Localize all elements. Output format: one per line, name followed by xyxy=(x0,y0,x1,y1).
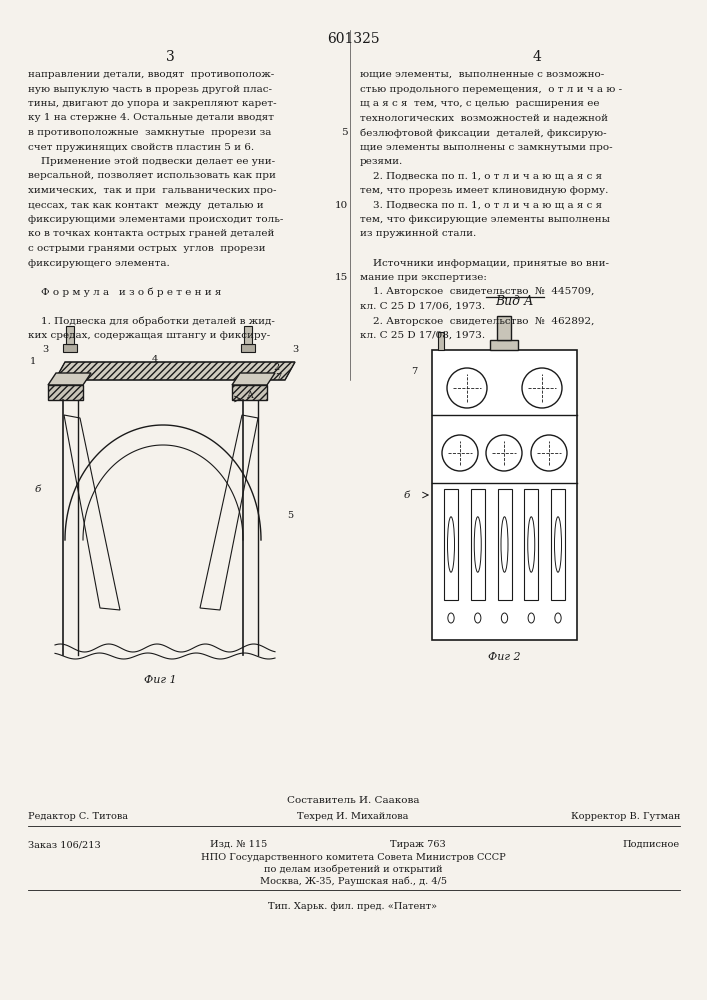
Text: мание при экспертизе:: мание при экспертизе: xyxy=(360,273,487,282)
Text: тем, что фиксирующие элементы выполнены: тем, что фиксирующие элементы выполнены xyxy=(360,215,610,224)
Bar xyxy=(244,326,252,344)
Text: Тираж 763: Тираж 763 xyxy=(390,840,445,849)
Text: Подписное: Подписное xyxy=(623,840,680,849)
Text: 2: 2 xyxy=(273,362,279,371)
Bar xyxy=(471,489,485,600)
Text: Вид А: Вид А xyxy=(495,295,533,308)
Text: 1. Подвеска для обработки деталей в жид-: 1. Подвеска для обработки деталей в жид- xyxy=(28,316,275,326)
Text: Составитель И. Саакова: Составитель И. Саакова xyxy=(287,796,419,805)
Polygon shape xyxy=(48,385,83,400)
Text: Фиг 1: Фиг 1 xyxy=(144,675,176,685)
Polygon shape xyxy=(48,373,91,385)
Text: 1. Авторское  свидетельство  №  445709,: 1. Авторское свидетельство № 445709, xyxy=(360,288,595,296)
Text: Техред И. Михайлова: Техред И. Михайлова xyxy=(298,812,409,821)
Text: б: б xyxy=(35,486,41,494)
Text: кл. С 25 D 17/06, 1973.: кл. С 25 D 17/06, 1973. xyxy=(360,302,485,311)
Text: тем, что прорезь имеет клиновидную форму.: тем, что прорезь имеет клиновидную форму… xyxy=(360,186,609,195)
Text: б: б xyxy=(404,490,410,499)
Text: НПО Государственного комитета Совета Министров СССР: НПО Государственного комитета Совета Мин… xyxy=(201,853,506,862)
Polygon shape xyxy=(55,362,295,380)
Text: 1: 1 xyxy=(30,358,36,366)
Text: 3: 3 xyxy=(292,346,298,355)
Text: 3: 3 xyxy=(165,50,175,64)
Text: щие элементы выполнены с замкнутыми про-: щие элементы выполнены с замкнутыми про- xyxy=(360,142,613,151)
Text: Фиг 2: Фиг 2 xyxy=(488,652,520,662)
Text: фиксирующего элемента.: фиксирующего элемента. xyxy=(28,258,170,267)
Text: счет пружинящих свойств пластин 5 и 6.: счет пружинящих свойств пластин 5 и 6. xyxy=(28,142,254,151)
Text: резями.: резями. xyxy=(360,157,403,166)
Text: 4: 4 xyxy=(532,50,542,64)
Polygon shape xyxy=(232,385,267,400)
Text: версальной, позволяет использовать как при: версальной, позволяет использовать как п… xyxy=(28,172,276,180)
Text: Применение этой подвески делает ее уни-: Применение этой подвески делает ее уни- xyxy=(28,157,275,166)
Text: из пружинной стали.: из пружинной стали. xyxy=(360,230,477,238)
Bar xyxy=(63,344,77,352)
Text: с острыми гранями острых  углов  прорези: с острыми гранями острых углов прорези xyxy=(28,244,266,253)
Text: 7: 7 xyxy=(411,367,417,376)
Text: кл. С 25 D 17/08, 1973.: кл. С 25 D 17/08, 1973. xyxy=(360,331,485,340)
Bar xyxy=(444,489,458,600)
Text: технологических  возможностей и надежной: технологических возможностей и надежной xyxy=(360,113,608,122)
Bar xyxy=(438,332,444,350)
Text: ку 1 на стержне 4. Остальные детали вводят: ку 1 на стержне 4. Остальные детали ввод… xyxy=(28,113,274,122)
Text: безлюфтовой фиксации  деталей, фиксирую-: безлюфтовой фиксации деталей, фиксирую- xyxy=(360,128,607,137)
Text: 4: 4 xyxy=(152,356,158,364)
Text: 5: 5 xyxy=(287,510,293,520)
Text: тины, двигают до упора и закрепляют карет-: тины, двигают до упора и закрепляют каре… xyxy=(28,99,276,108)
Text: Москва, Ж-35, Раушская наб., д. 4/5: Москва, Ж-35, Раушская наб., д. 4/5 xyxy=(259,877,447,886)
Bar xyxy=(432,350,577,640)
Text: в противоположные  замкнутые  прорези за: в противоположные замкнутые прорези за xyxy=(28,128,271,137)
Text: Заказ 106/213: Заказ 106/213 xyxy=(28,840,101,849)
Bar xyxy=(66,326,74,344)
Text: Источники информации, принятые во вни-: Источники информации, принятые во вни- xyxy=(360,258,609,267)
Text: Тип. Харьк. фил. пред. «Патент»: Тип. Харьк. фил. пред. «Патент» xyxy=(269,902,438,911)
Text: фиксирующими элементами происходит толь-: фиксирующими элементами происходит толь- xyxy=(28,215,284,224)
Bar xyxy=(241,344,255,352)
Text: 601325: 601325 xyxy=(327,32,380,46)
Text: 3: 3 xyxy=(42,346,48,355)
Text: по делам изобретений и открытий: по делам изобретений и открытий xyxy=(264,865,443,874)
Text: щ а я с я  тем, что, с целью  расширения ее: щ а я с я тем, что, с целью расширения е… xyxy=(360,99,600,108)
Text: 15: 15 xyxy=(334,273,348,282)
Text: ких средах, содержащая штангу и фиксиру-: ких средах, содержащая штангу и фиксиру- xyxy=(28,331,270,340)
Bar xyxy=(498,489,511,600)
Text: 7: 7 xyxy=(275,373,281,382)
Text: 10: 10 xyxy=(334,200,348,210)
Text: 2. Авторское  свидетельство  №  462892,: 2. Авторское свидетельство № 462892, xyxy=(360,316,595,326)
Bar xyxy=(490,340,518,350)
Text: Ф о р м у л а   и з о б р е т е н и я: Ф о р м у л а и з о б р е т е н и я xyxy=(28,288,221,297)
Bar xyxy=(497,316,511,340)
Text: стью продольного перемещения,  о т л и ч а ю -: стью продольного перемещения, о т л и ч … xyxy=(360,85,622,94)
Text: Редактор С. Титова: Редактор С. Титова xyxy=(28,812,128,821)
Text: ющие элементы,  выполненные с возможно-: ющие элементы, выполненные с возможно- xyxy=(360,70,604,79)
Bar xyxy=(525,489,538,600)
Polygon shape xyxy=(232,373,275,385)
Text: направлении детали, вводят  противополож-: направлении детали, вводят противополож- xyxy=(28,70,274,79)
Text: 5: 5 xyxy=(341,128,348,137)
Text: ную выпуклую часть в прорезь другой плас-: ную выпуклую часть в прорезь другой плас… xyxy=(28,85,272,94)
Text: цессах, так как контакт  между  деталью и: цессах, так как контакт между деталью и xyxy=(28,200,264,210)
Text: 2. Подвеска по п. 1, о т л и ч а ю щ а я с я: 2. Подвеска по п. 1, о т л и ч а ю щ а я… xyxy=(360,172,602,180)
Text: Корректор В. Гутман: Корректор В. Гутман xyxy=(571,812,680,821)
Text: 3. Подвеска по п. 1, о т л и ч а ю щ а я с я: 3. Подвеска по п. 1, о т л и ч а ю щ а я… xyxy=(360,200,602,210)
Text: ко в точках контакта острых граней деталей: ко в точках контакта острых граней детал… xyxy=(28,230,274,238)
Text: химических,  так и при  гальванических про-: химических, так и при гальванических про… xyxy=(28,186,276,195)
Bar xyxy=(551,489,565,600)
Text: А: А xyxy=(247,391,254,400)
Text: Изд. № 115: Изд. № 115 xyxy=(210,840,267,849)
